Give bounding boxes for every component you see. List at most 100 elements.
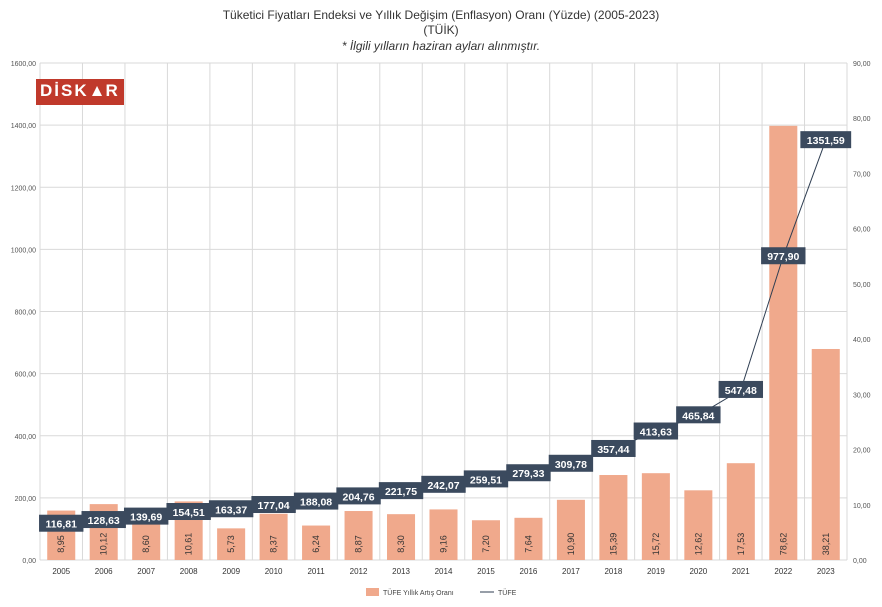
line-label-box bbox=[378, 482, 424, 500]
right-axis-tick-label: 60,00 bbox=[853, 227, 871, 234]
left-axis-tick-label: 1000,00 bbox=[11, 247, 36, 254]
right-axis-tick-label: 50,00 bbox=[853, 282, 871, 289]
bar bbox=[811, 348, 840, 560]
x-axis-tick-label: 2016 bbox=[520, 567, 538, 576]
bar-data-label: 8,37 bbox=[269, 535, 279, 553]
bar-data-label: 78,62 bbox=[778, 533, 788, 556]
line-label-box bbox=[548, 454, 594, 472]
line-label-box bbox=[293, 492, 339, 510]
line-data-label: 279,33 bbox=[512, 468, 544, 480]
line-data-label: 1351,59 bbox=[807, 135, 845, 147]
right-axis-tick-label: 80,00 bbox=[853, 116, 871, 123]
line-data-label: 163,37 bbox=[215, 504, 247, 516]
bar bbox=[769, 125, 798, 560]
legend-swatch-bar bbox=[366, 588, 379, 596]
x-axis-tick-label: 2006 bbox=[95, 567, 113, 576]
bar-data-label: 8,87 bbox=[354, 535, 364, 553]
bar bbox=[302, 525, 331, 560]
bar bbox=[641, 473, 670, 560]
line-label-box bbox=[208, 500, 254, 518]
chart-source: (TÜİK) bbox=[423, 23, 459, 37]
right-axis-tick-label: 70,00 bbox=[853, 171, 871, 178]
x-axis-tick-label: 2022 bbox=[774, 567, 792, 576]
tufe-line bbox=[61, 139, 827, 525]
line-label-box bbox=[123, 507, 169, 525]
line-data-label: 154,51 bbox=[173, 507, 205, 519]
bar-data-label: 8,95 bbox=[56, 535, 66, 553]
x-axis-tick-label: 2012 bbox=[350, 567, 368, 576]
line-data-label: 309,78 bbox=[555, 459, 587, 471]
left-axis-tick-label: 600,00 bbox=[15, 372, 37, 379]
line-data-label: 547,48 bbox=[725, 385, 757, 397]
x-axis-tick-label: 2023 bbox=[817, 567, 835, 576]
x-axis-tick-label: 2009 bbox=[222, 567, 240, 576]
left-axis-tick-label: 1400,00 bbox=[11, 123, 36, 130]
bar bbox=[599, 475, 628, 560]
legend-label-bar: TÜFE Yıllık Artış Oranı bbox=[383, 589, 454, 597]
x-axis-tick-label: 2015 bbox=[477, 567, 495, 576]
bar-data-label: 10,12 bbox=[99, 533, 109, 556]
bar bbox=[217, 528, 246, 560]
bar bbox=[387, 514, 416, 560]
bar-data-label: 9,16 bbox=[439, 535, 449, 553]
line-label-box bbox=[336, 487, 381, 505]
bar-data-label: 7,64 bbox=[523, 535, 533, 553]
left-axis-tick-label: 0,00 bbox=[22, 558, 36, 565]
line-data-label: 128,63 bbox=[88, 515, 120, 527]
line-label-box bbox=[39, 514, 84, 532]
bar-data-label: 12,62 bbox=[693, 533, 703, 556]
line-label-box bbox=[81, 511, 126, 529]
line-data-label: 116,81 bbox=[45, 519, 77, 531]
line-data-label: 357,44 bbox=[597, 444, 629, 456]
bar bbox=[429, 509, 458, 560]
bar bbox=[344, 511, 373, 560]
right-axis-tick-label: 10,00 bbox=[853, 503, 871, 510]
line-label-box bbox=[718, 380, 764, 398]
right-axis-tick-label: 0,00 bbox=[853, 558, 867, 565]
line-label-box bbox=[800, 131, 852, 149]
bar bbox=[726, 463, 755, 560]
line-data-label: 139,69 bbox=[130, 512, 162, 524]
x-axis-tick-label: 2005 bbox=[52, 567, 70, 576]
x-axis-tick-label: 2013 bbox=[392, 567, 410, 576]
bar-data-label: 8,60 bbox=[141, 535, 151, 553]
bar-data-label: 10,90 bbox=[566, 533, 576, 556]
line-label-box bbox=[591, 439, 636, 457]
right-axis-tick-label: 20,00 bbox=[853, 448, 871, 455]
x-axis-tick-label: 2017 bbox=[562, 567, 580, 576]
line-data-label: 465,84 bbox=[682, 410, 714, 422]
line-label-box bbox=[463, 470, 509, 488]
line-data-label: 204,76 bbox=[342, 491, 374, 503]
left-axis-tick-label: 1600,00 bbox=[11, 61, 36, 68]
right-axis-tick-label: 30,00 bbox=[853, 392, 871, 399]
x-axis-tick-label: 2008 bbox=[180, 567, 198, 576]
x-axis-tick-label: 2014 bbox=[435, 567, 453, 576]
bar-data-label: 6,24 bbox=[311, 535, 321, 553]
line-data-label: 177,04 bbox=[258, 500, 290, 512]
line-data-label: 221,75 bbox=[385, 486, 417, 498]
left-axis-tick-label: 200,00 bbox=[15, 496, 37, 503]
bar bbox=[471, 520, 500, 560]
right-axis-tick-label: 90,00 bbox=[853, 61, 871, 68]
bar-data-label: 5,73 bbox=[226, 535, 236, 553]
bar-data-label: 7,20 bbox=[481, 535, 491, 553]
x-axis-tick-label: 2018 bbox=[604, 567, 622, 576]
x-axis-tick-label: 2021 bbox=[732, 567, 750, 576]
line-label-box bbox=[761, 247, 806, 265]
line-data-label: 242,07 bbox=[427, 480, 459, 492]
bar-data-label: 38,21 bbox=[821, 533, 831, 556]
line-data-label: 413,63 bbox=[640, 427, 672, 439]
line-label-box bbox=[506, 464, 551, 482]
bar bbox=[514, 517, 543, 560]
left-axis-tick-label: 800,00 bbox=[15, 310, 37, 317]
bar-data-label: 15,39 bbox=[608, 533, 618, 556]
x-axis-tick-label: 2011 bbox=[307, 567, 325, 576]
bar-data-label: 15,72 bbox=[651, 533, 661, 556]
line-label-box bbox=[633, 422, 679, 440]
line-label-box bbox=[251, 496, 296, 514]
diskar-logo: DİSK▲R. bbox=[36, 79, 124, 105]
line-label-box bbox=[166, 503, 211, 521]
x-axis-tick-label: 2007 bbox=[137, 567, 155, 576]
line-data-label: 188,08 bbox=[300, 497, 332, 509]
